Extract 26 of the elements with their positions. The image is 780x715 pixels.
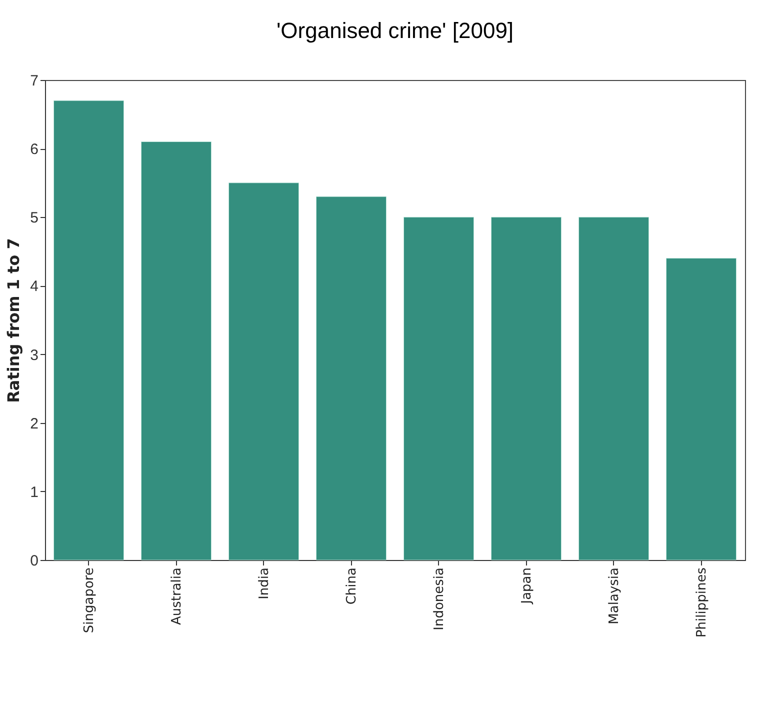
bar: [316, 196, 386, 560]
x-tick-label: Indonesia: [432, 568, 447, 630]
y-axis-title: Rating from 1 to 7: [4, 238, 24, 403]
chart-title: 'Organised crime' [2009]: [276, 18, 514, 43]
bar: [404, 216, 474, 560]
x-tick-label: Malaysia: [606, 568, 622, 624]
bar: [666, 258, 736, 560]
x-tick-label: Singapore: [82, 568, 97, 634]
bar: [491, 216, 562, 560]
x-tick-label: Australia: [169, 568, 184, 626]
y-tick-label: 4: [30, 278, 38, 296]
x-tick-label: India: [256, 568, 272, 600]
x-tick-label: China: [344, 568, 360, 605]
y-tick-label: 5: [30, 210, 38, 227]
x-tick-label: Philippines: [694, 567, 710, 638]
y-tick-label: 7: [30, 72, 38, 90]
bar: [141, 141, 212, 560]
y-tick-label: 0: [30, 552, 38, 570]
y-tick-label: 2: [30, 415, 38, 432]
bar: [228, 182, 299, 560]
y-tick-label: 1: [30, 484, 38, 501]
bar: [54, 100, 124, 560]
x-tick-label: Japan: [519, 568, 534, 605]
bar: [578, 216, 649, 560]
y-tick-label: 6: [30, 141, 38, 158]
y-tick-label: 3: [30, 346, 38, 364]
